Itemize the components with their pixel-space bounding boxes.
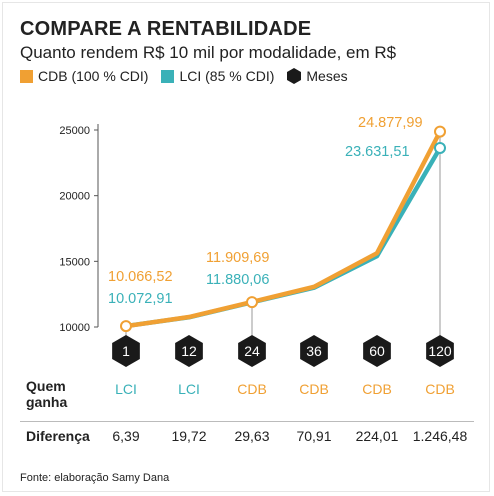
y-tick-label: 20000 (59, 191, 90, 203)
difference-cell: 70,91 (296, 428, 332, 444)
difference-cell: 1.246,48 (412, 428, 468, 444)
x-tick-label: 24 (244, 343, 260, 359)
data-label: 11.909,69 (206, 250, 269, 266)
winner-row-label: Quem ganha (26, 378, 68, 410)
winner-cell: CDB (299, 381, 329, 397)
difference-cell: 224,01 (355, 428, 399, 444)
month-hexagon (300, 335, 328, 367)
difference-cell: 19,72 (171, 428, 207, 444)
y-tick-label: 10000 (59, 322, 90, 334)
table-divider (20, 421, 474, 422)
chart-title: COMPARE A RENTABILIDADE (20, 18, 312, 40)
data-label: 11.880,06 (206, 272, 269, 288)
legend-label-months: Meses (306, 68, 348, 84)
series-line-lci (123, 145, 443, 329)
legend-item-cdb: CDB (100 % CDI) (20, 68, 148, 84)
source-note: Fonte: elaboração Samy Dana (20, 472, 170, 484)
legend: CDB (100 % CDI) LCI (85 % CDI) Meses (20, 68, 361, 84)
x-tick-label: 120 (428, 343, 452, 359)
data-point-marker-lci (434, 141, 446, 154)
data-label: 10.072,91 (108, 291, 173, 307)
month-hexagon (426, 335, 454, 367)
chart-subtitle: Quanto rendem R$ 10 mil por modalidade, … (20, 43, 397, 62)
month-hexagon (363, 335, 391, 367)
series-line-cdb (123, 129, 443, 329)
data-point-marker (246, 296, 258, 309)
y-tick-label: 15000 (59, 256, 90, 268)
legend-swatch-cdb (20, 69, 33, 83)
y-tick-label: 25000 (59, 125, 90, 137)
infographic-frame (2, 2, 490, 492)
winner-cell: LCI (115, 381, 137, 397)
month-hexagon (112, 335, 140, 367)
x-tick-label: 60 (369, 343, 385, 359)
data-point-marker (120, 320, 132, 333)
winner-cell: CDB (425, 381, 455, 397)
legend-swatch-lci (161, 69, 175, 83)
winner-cell: CDB (237, 381, 267, 397)
legend-item-months: Meses (287, 68, 348, 84)
winner-cell: LCI (178, 381, 200, 397)
data-point-marker-cdb (434, 125, 446, 138)
difference-row-label: Diferença (26, 428, 90, 444)
hexagon-icon (287, 68, 302, 84)
data-label: 23.631,51 (345, 144, 410, 160)
x-tick-label: 12 (181, 343, 197, 359)
x-tick-label: 36 (306, 343, 322, 359)
month-hexagon (238, 335, 266, 367)
difference-cell: 6,39 (112, 428, 140, 444)
x-tick-label: 1 (122, 343, 130, 359)
data-label: 10.066,52 (108, 269, 173, 285)
legend-label-lci: LCI (85 % CDI) (179, 68, 275, 84)
month-hexagon (175, 335, 203, 367)
legend-item-lci: LCI (85 % CDI) (161, 68, 274, 84)
legend-label-cdb: CDB (100 % CDI) (38, 68, 149, 84)
data-label: 24.877,99 (358, 115, 423, 131)
winner-cell: CDB (362, 381, 392, 397)
difference-cell: 29,63 (234, 428, 270, 444)
